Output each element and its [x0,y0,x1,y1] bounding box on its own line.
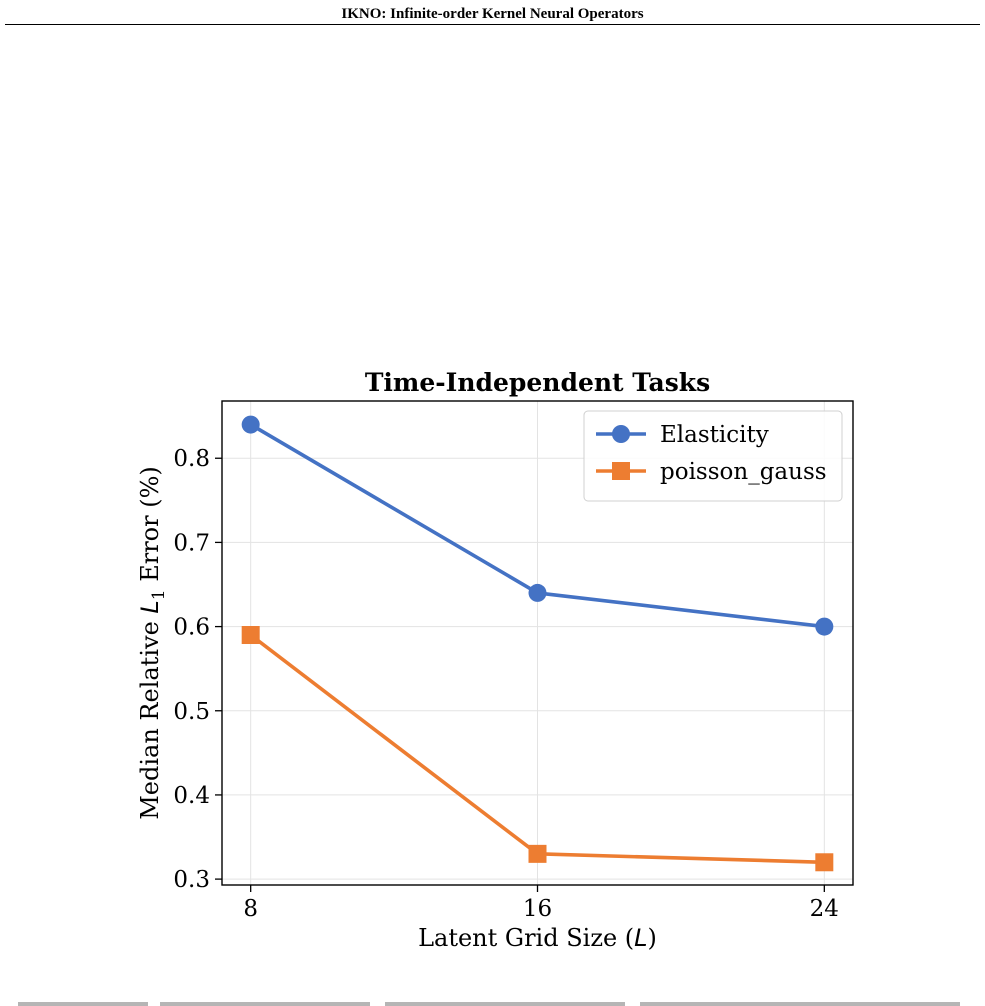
y-tick-label: 0.7 [173,530,210,556]
data-point [815,617,834,636]
y-axis-label: Median Relative L1 Error (%) [136,466,169,820]
series-lines [241,415,834,872]
data-point [528,844,547,863]
legend-marker [612,425,630,443]
y-tick-label: 0.3 [173,867,210,893]
data-point [815,853,834,872]
x-tick-label: 24 [810,896,839,922]
y-tick-label: 0.6 [173,615,210,641]
x-axis-label: Latent Grid Size (L) [418,924,657,952]
data-point [241,415,260,434]
running-title: IKNO: Infinite-order Kernel Neural Opera… [341,6,644,22]
legend-label: poisson_gauss [660,459,827,485]
cropped-text-line [0,1001,985,1006]
x-tick-label: 16 [523,896,552,922]
y-tick-label: 0.4 [173,783,210,809]
legend: Elasticity poisson_gauss [583,410,843,502]
axis-ticks: 8 16 24 0.3 0.4 0.5 0.6 0.7 0.8 [173,446,839,922]
header-rule [5,24,980,25]
x-tick-label: 8 [243,896,258,922]
y-tick-label: 0.8 [173,446,210,472]
y-tick-label: 0.5 [173,699,210,725]
data-point [528,583,547,602]
legend-box [583,410,843,502]
legend-label: Elasticity [660,422,769,448]
chart-title: Time-Independent Tasks [365,368,710,397]
grid-lines [222,401,853,885]
data-point [241,626,260,645]
legend-marker [612,462,630,480]
